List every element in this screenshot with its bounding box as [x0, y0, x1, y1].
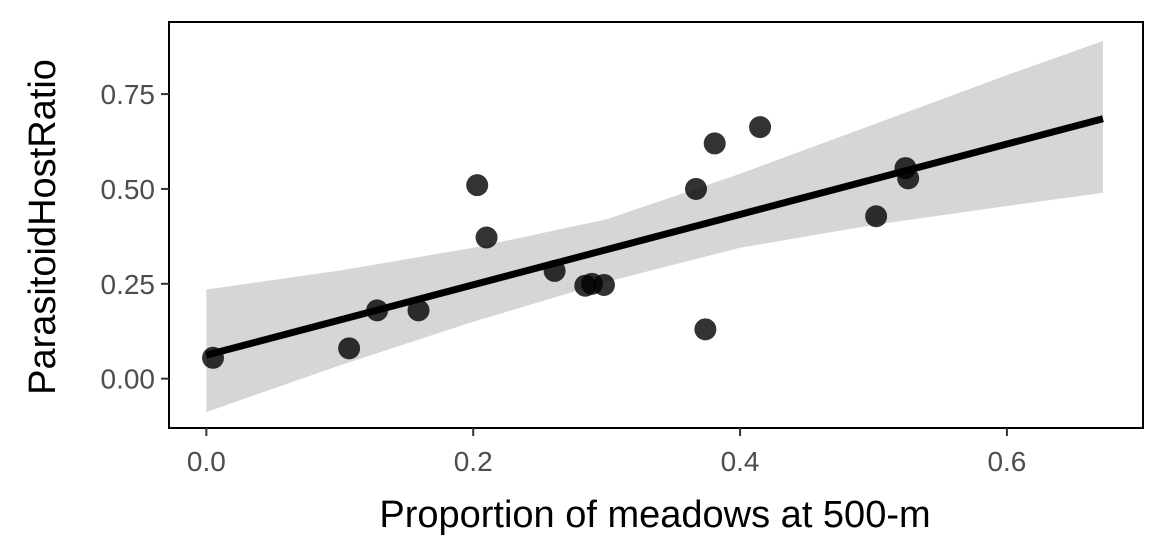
x-axis-title: Proportion of meadows at 500-m: [379, 494, 930, 536]
data-point: [685, 177, 708, 200]
data-point: [694, 318, 717, 341]
data-point: [466, 174, 489, 197]
panel-border: [168, 21, 1144, 429]
x-tick-label: 0.6: [987, 446, 1026, 477]
y-axis: 0.00 0.25 0.50 0.75: [101, 79, 169, 395]
y-tick-label: 0.00: [101, 364, 156, 395]
y-axis-title: ParasitoidHostRatio: [22, 59, 64, 395]
x-tick-label: 0.0: [187, 446, 226, 477]
x-tick-label: 0.4: [721, 446, 760, 477]
confidence-band-layer: [206, 40, 1103, 413]
y-tick-label: 0.50: [101, 174, 156, 205]
x-tick-label: 0.2: [454, 446, 493, 477]
y-tick-label: 0.75: [101, 79, 156, 110]
fit-line-layer: [205, 115, 1104, 359]
data-point: [475, 226, 498, 249]
data-point: [703, 132, 726, 155]
data-point: [592, 273, 615, 296]
data-point: [338, 337, 361, 360]
y-tick-label: 0.25: [101, 269, 156, 300]
fit-line: [205, 115, 1104, 359]
x-axis: 0.0 0.2 0.4 0.6: [187, 428, 1026, 477]
data-point: [865, 205, 888, 228]
data-point: [407, 299, 430, 322]
points-layer: [202, 116, 920, 369]
panel-layer: [168, 21, 1144, 429]
confidence-band: [206, 40, 1103, 413]
data-point: [749, 116, 772, 139]
